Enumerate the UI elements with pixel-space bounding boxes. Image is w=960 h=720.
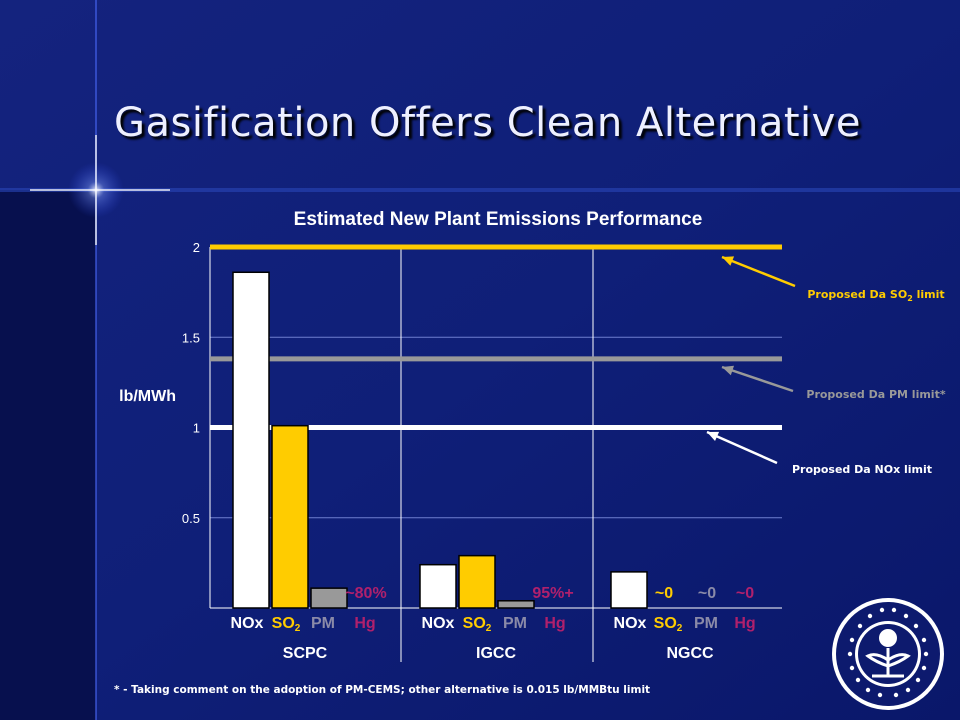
y-tick-label: 1.5 (182, 330, 200, 345)
bar-nox (610, 571, 648, 609)
x-series-label: PM (694, 615, 718, 632)
star-sparkle (30, 135, 170, 245)
limit-arrowhead (722, 365, 735, 376)
limit-label: Proposed Da NOx limit (792, 463, 932, 476)
footnote: * - Taking comment on the adoption of PM… (114, 684, 651, 696)
hg-reduction-label: ~0 (655, 585, 673, 602)
near-zero-label: ~0 (736, 585, 754, 602)
hg-reduction-label: ~80% (345, 585, 386, 602)
group-label: SCPC (283, 645, 328, 662)
x-series-label: NOx (614, 615, 647, 632)
limit-arrowhead (707, 431, 720, 442)
x-series-label: Hg (354, 615, 375, 632)
x-series-label: NOx (422, 615, 455, 632)
y-tick-label: 2 (193, 240, 200, 255)
x-series-label: PM (503, 615, 527, 632)
bar-nox (419, 563, 457, 609)
x-series-label: SO2 (463, 615, 492, 634)
limit-label: Proposed Da SO2 limit (807, 288, 944, 303)
x-series-label: PM (311, 615, 335, 632)
limit-arrow-line (721, 365, 794, 393)
slide-title: Gasification Offers Clean Alternative (114, 100, 861, 146)
hg-reduction-label: 95%+ (532, 585, 573, 602)
sidebar-panel (0, 190, 96, 720)
header-divider (0, 188, 960, 192)
bar-nox (232, 271, 270, 609)
bar-pm (497, 600, 535, 609)
bar-so2 (458, 554, 496, 609)
limit-arrowhead (722, 256, 735, 266)
group-label: IGCC (476, 645, 516, 662)
x-series-label: NOx (231, 615, 264, 632)
bar-so2 (271, 424, 309, 609)
group-label: NGCC (666, 645, 714, 662)
y-axis-label: lb/MWh (119, 388, 176, 405)
y-tick-label: 0.5 (182, 511, 200, 526)
x-series-label: SO2 (654, 615, 683, 634)
chart-title: Estimated New Plant Emissions Performanc… (294, 209, 703, 230)
epa-seal-icon (832, 598, 944, 710)
x-series-label: Hg (544, 615, 565, 632)
limit-arrow-line (706, 430, 778, 465)
x-series-label: SO2 (272, 615, 301, 634)
near-zero-label: ~0 (698, 585, 716, 602)
limit-label: Proposed Da PM limit* (806, 388, 945, 401)
x-series-label: Hg (734, 615, 755, 632)
limit-arrow-line (721, 255, 796, 288)
bar-pm (310, 587, 348, 609)
y-tick-label: 1 (193, 421, 200, 436)
